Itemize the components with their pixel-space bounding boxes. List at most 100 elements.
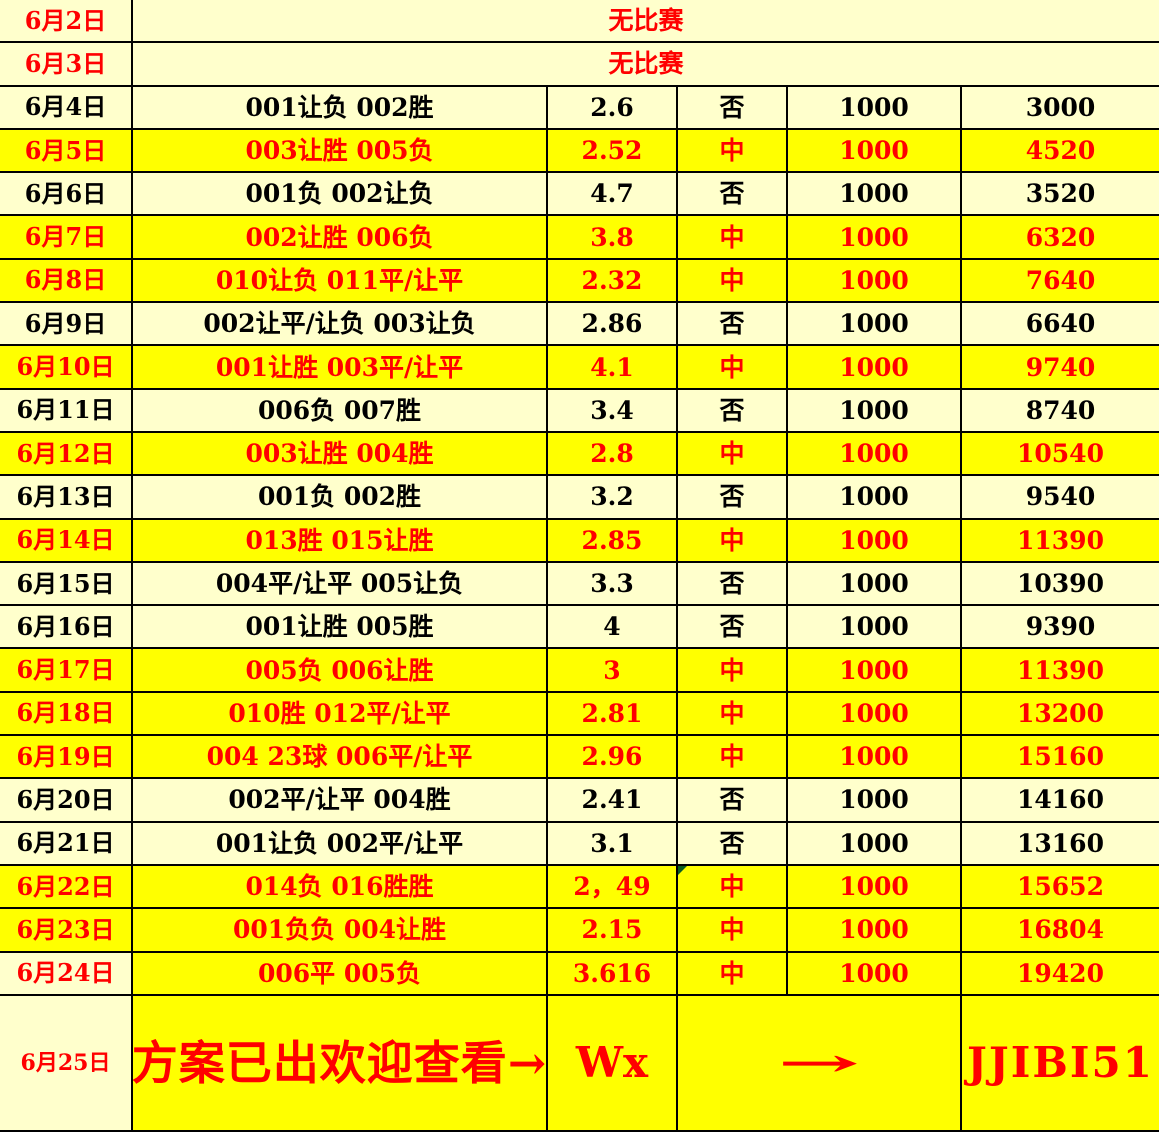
stake-cell: 1000 xyxy=(788,86,962,130)
date-cell-label: 6月21日 xyxy=(16,828,115,858)
match-cell-label: 001负 002让负 xyxy=(245,179,434,209)
odds-cell-label: 4 xyxy=(603,612,621,642)
odds-cell-label: 2.52 xyxy=(581,136,643,166)
total-cell-label: 15160 xyxy=(1017,742,1104,772)
total-cell-label: 10390 xyxy=(1017,569,1104,598)
date-cell-label: 6月11日 xyxy=(16,395,115,425)
result-cell-label: 否 xyxy=(719,92,745,122)
total-cell: 6640 xyxy=(962,303,1159,347)
total-cell: 19420 xyxy=(962,952,1159,996)
result-cell: 中 xyxy=(678,909,788,953)
total-cell: 3520 xyxy=(962,173,1159,217)
odds-cell: 2.8 xyxy=(548,432,678,477)
odds-cell: 2.41 xyxy=(548,779,678,823)
result-cell: 中 xyxy=(678,519,788,563)
stake-cell: 1000 xyxy=(788,173,962,217)
total-cell-label: 7640 xyxy=(1025,265,1096,295)
result-cell: 否 xyxy=(678,476,788,520)
stake-cell-label: 1000 xyxy=(839,179,909,209)
odds-cell-label: 2.86 xyxy=(581,309,643,339)
stake-cell-label: 1000 xyxy=(839,525,909,555)
match-cell: 014负 016胜胜 xyxy=(133,865,548,910)
stake-cell: 1000 xyxy=(788,692,962,737)
result-cell: 否 xyxy=(678,562,788,607)
total-cell-label: 14160 xyxy=(1017,785,1104,815)
comment-marker-icon xyxy=(678,865,687,875)
stake-cell: 1000 xyxy=(788,952,962,996)
footer-arrow-cell: → xyxy=(678,995,962,1132)
date-cell: 6月16日 xyxy=(0,606,133,650)
match-cell-label: 010让负 011平/让平 xyxy=(215,265,464,295)
stake-cell: 1000 xyxy=(788,216,962,260)
date-cell: 6月20日 xyxy=(0,779,133,823)
odds-cell: 3.2 xyxy=(548,476,678,520)
match-cell: 001让负 002胜 xyxy=(133,86,548,130)
odds-cell-label: 3.4 xyxy=(590,395,634,425)
match-cell: 010胜 012平/让平 xyxy=(133,692,548,737)
stake-cell-label: 1000 xyxy=(839,742,909,772)
match-cell-label: 001让胜 005胜 xyxy=(245,612,434,642)
odds-cell: 3.4 xyxy=(548,389,678,433)
result-cell-label: 中 xyxy=(719,655,745,685)
match-cell-label: 001负 002胜 xyxy=(257,482,422,512)
result-cell: 否 xyxy=(678,779,788,823)
no-match-cell-label: 无比赛 xyxy=(608,6,684,36)
no-match-cell-label: 无比赛 xyxy=(608,49,684,79)
date-cell-label: 6月7日 xyxy=(24,222,107,252)
total-cell-label: 3520 xyxy=(1025,179,1096,209)
result-cell-label: 中 xyxy=(719,958,745,988)
stake-cell-label: 1000 xyxy=(839,222,909,252)
odds-cell: 4.1 xyxy=(548,346,678,390)
stake-cell-label: 1000 xyxy=(839,482,909,512)
date-cell-label: 6月23日 xyxy=(16,914,115,944)
result-cell: 中 xyxy=(678,346,788,390)
stake-cell-label: 1000 xyxy=(839,958,909,988)
odds-cell-label: 3.2 xyxy=(590,482,634,512)
result-cell-label: 否 xyxy=(719,482,745,512)
result-cell-label: 中 xyxy=(719,915,745,945)
result-cell-label: 否 xyxy=(719,179,745,209)
match-cell: 002平/让平 004胜 xyxy=(133,779,548,823)
total-cell: 8740 xyxy=(962,389,1159,433)
stake-cell-label: 1000 xyxy=(839,265,909,295)
date-cell-label: 6月3日 xyxy=(24,48,107,78)
odds-cell-label: 4.7 xyxy=(590,179,634,209)
odds-cell: 3.1 xyxy=(548,822,678,866)
odds-cell-label: 3.8 xyxy=(590,222,634,252)
result-cell: 中 xyxy=(678,865,788,910)
match-cell: 001让胜 005胜 xyxy=(133,606,548,650)
match-cell: 004平/让平 005让负 xyxy=(133,562,548,607)
date-cell: 6月4日 xyxy=(0,86,133,130)
match-cell: 001负 002胜 xyxy=(133,476,548,520)
stake-cell: 1000 xyxy=(788,562,962,607)
odds-cell-label: 2.85 xyxy=(581,525,643,555)
date-cell: 6月3日 xyxy=(0,43,133,87)
date-cell-label: 6月14日 xyxy=(16,525,115,555)
stake-cell: 1000 xyxy=(788,736,962,780)
result-cell: 中 xyxy=(678,952,788,996)
odds-cell: 2.6 xyxy=(548,86,678,130)
result-cell-label: 否 xyxy=(719,309,745,339)
stake-cell-label: 1000 xyxy=(839,612,909,642)
date-cell: 6月22日 xyxy=(0,865,133,910)
total-cell-label: 9740 xyxy=(1025,352,1096,382)
result-cell-label: 中 xyxy=(719,352,745,382)
date-cell: 6月15日 xyxy=(0,562,133,607)
date-cell: 6月10日 xyxy=(0,346,133,390)
odds-cell: 4.7 xyxy=(548,173,678,217)
result-cell-label: 中 xyxy=(719,742,745,772)
result-cell: 中 xyxy=(678,649,788,693)
odds-cell-label: 2.15 xyxy=(581,915,643,945)
result-cell: 否 xyxy=(678,303,788,347)
result-cell: 否 xyxy=(678,606,788,650)
odds-cell-label: 2.81 xyxy=(581,698,643,728)
date-cell: 6月13日 xyxy=(0,476,133,520)
total-cell: 9390 xyxy=(962,606,1159,650)
result-cell: 否 xyxy=(678,389,788,433)
stake-cell: 1000 xyxy=(788,129,962,174)
date-cell: 6月11日 xyxy=(0,389,133,433)
stake-cell-label: 1000 xyxy=(839,569,909,598)
result-cell: 否 xyxy=(678,822,788,866)
total-cell: 13200 xyxy=(962,692,1159,737)
match-cell: 010让负 011平/让平 xyxy=(133,259,548,304)
